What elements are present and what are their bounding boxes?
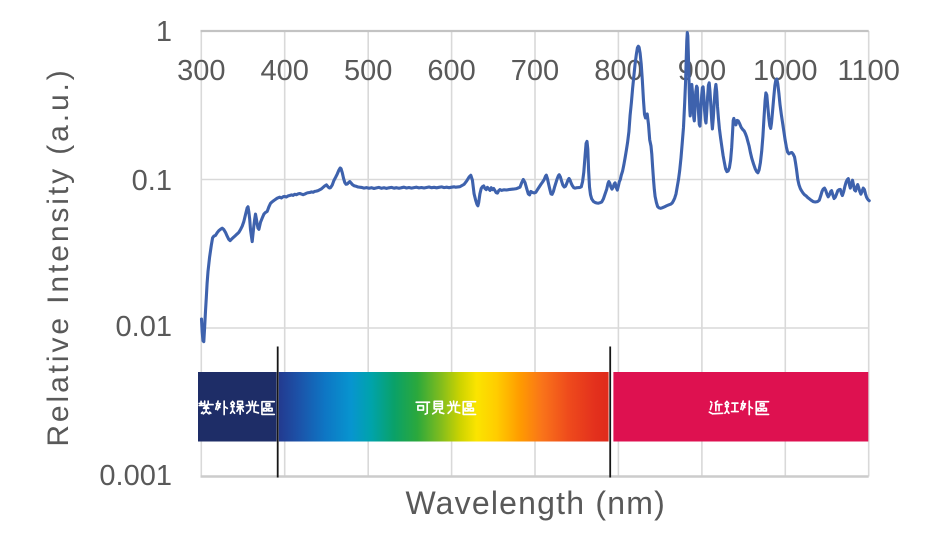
svg-text:0.001: 0.001 (99, 460, 172, 492)
svg-text:Relative Intensity (a.u.): Relative Intensity (a.u.) (42, 67, 75, 446)
svg-text:0.01: 0.01 (116, 311, 172, 343)
svg-text:600: 600 (427, 55, 475, 87)
svg-text:300: 300 (177, 55, 225, 87)
svg-text:1100: 1100 (838, 55, 900, 87)
svg-text:1: 1 (156, 16, 172, 48)
svg-text:1000: 1000 (753, 55, 818, 87)
svg-text:Wavelength (nm): Wavelength (nm) (405, 485, 665, 521)
svg-text:500: 500 (344, 55, 392, 87)
svg-text:0.1: 0.1 (132, 165, 172, 197)
svg-text:700: 700 (511, 55, 559, 87)
svg-text:400: 400 (261, 55, 309, 87)
